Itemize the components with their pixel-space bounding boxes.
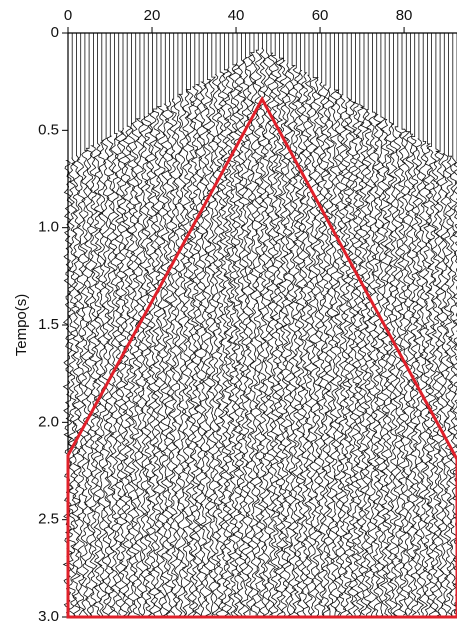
trace <box>317 33 326 617</box>
trace <box>127 33 136 616</box>
trace <box>254 33 263 616</box>
trace <box>85 33 94 616</box>
trace <box>80 33 89 617</box>
y-tick-label: 2.0 <box>38 413 59 430</box>
trace <box>72 33 81 616</box>
y-tick-label: 3.0 <box>38 608 59 625</box>
chart: Tempo(s) 0 20 40 60 80 0 0.5 1.0 1.5 2.0 2.5 3.0 <box>0 0 457 628</box>
trace <box>326 33 335 616</box>
trace <box>398 33 407 615</box>
x-tick-label: 0 <box>64 7 72 24</box>
trace <box>423 33 432 616</box>
trace <box>343 33 352 615</box>
x-tick-label: 40 <box>228 7 245 24</box>
x-tick-label: 80 <box>396 7 413 24</box>
x-tick-label: 60 <box>312 7 329 24</box>
trace <box>152 33 161 615</box>
trace <box>364 33 373 616</box>
trace <box>436 33 445 615</box>
trace <box>292 33 301 616</box>
trace <box>347 33 356 616</box>
trace <box>355 33 364 617</box>
y-tick-label: 2.5 <box>38 511 59 528</box>
y-tick-label: 1.0 <box>38 219 59 236</box>
trace <box>296 33 305 616</box>
trace <box>411 33 420 617</box>
trace <box>241 33 250 616</box>
trace <box>106 33 115 616</box>
trace <box>199 33 208 616</box>
trace <box>339 33 348 617</box>
x-tick-label: 20 <box>144 7 161 24</box>
y-tick-label: 0 <box>51 24 59 41</box>
trace <box>393 33 402 617</box>
trace <box>414 33 423 615</box>
trace <box>110 33 119 616</box>
y-tick-label: 0.5 <box>38 121 59 138</box>
trace <box>212 33 221 617</box>
trace <box>229 33 238 617</box>
y-axis-label: Tempo(s) <box>13 294 30 357</box>
trace <box>182 33 191 616</box>
trace <box>402 33 410 616</box>
y-tick-label: 1.5 <box>38 316 59 333</box>
trace <box>144 33 153 616</box>
seismic-texture <box>64 33 457 617</box>
